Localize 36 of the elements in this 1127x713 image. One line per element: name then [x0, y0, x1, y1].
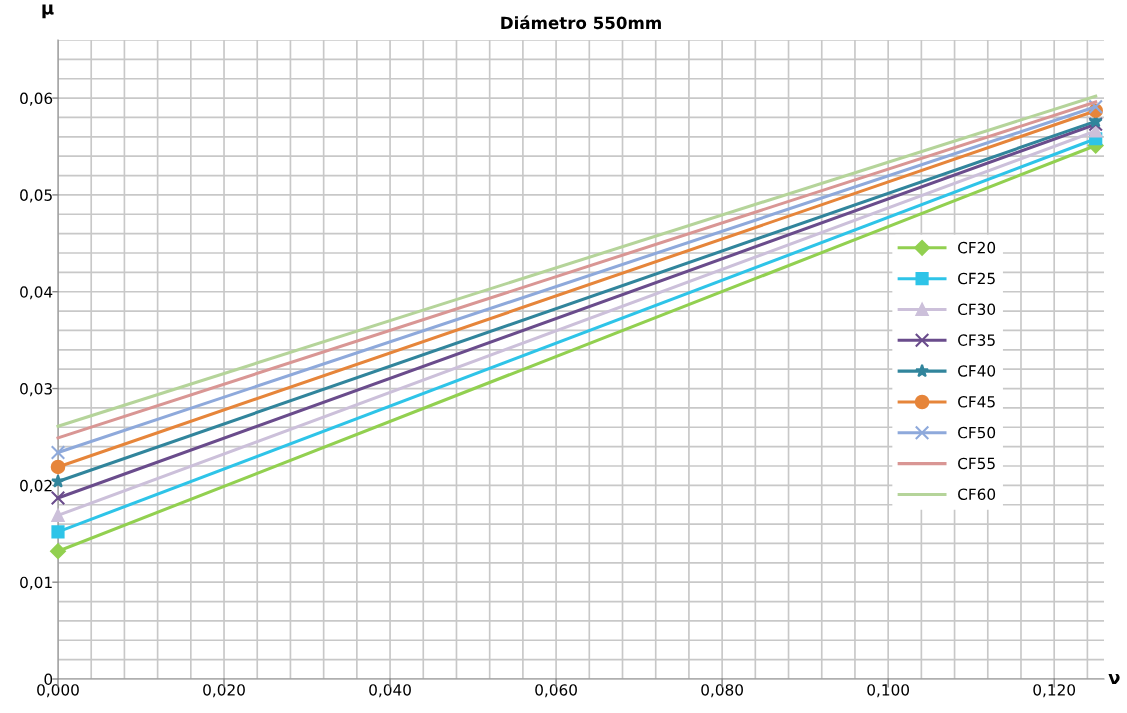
- point: [50, 459, 66, 475]
- legend-label: CF25: [958, 272, 995, 285]
- x-tick-label: 0,060: [535, 684, 577, 698]
- x-tick-label: 0,020: [203, 684, 245, 698]
- point: [51, 508, 65, 522]
- point: [1088, 116, 1103, 132]
- x-tick-label: 0,120: [1033, 684, 1076, 698]
- point: [1088, 99, 1103, 115]
- legend-label: CF20: [958, 241, 996, 254]
- legend-label: CF35: [958, 334, 995, 346]
- x-axis-title: ν: [1108, 674, 1120, 684]
- legend-label: CF55: [958, 457, 995, 470]
- y-tick-label: 0: [44, 673, 53, 686]
- chart-title: Diámetro 550mm: [501, 15, 661, 30]
- legend-label: CF60: [958, 488, 996, 501]
- point: [50, 490, 66, 506]
- x-tick-label: 0,080: [701, 684, 743, 698]
- legend-label: CF40: [958, 365, 996, 377]
- legend-label: CF30: [958, 303, 996, 316]
- y-tick-label: 0,05: [20, 189, 52, 203]
- point: [51, 525, 65, 539]
- y-tick-label: 0,02: [20, 479, 52, 493]
- y-tick-label: 0,04: [20, 286, 53, 300]
- y-tick-label: 0,01: [20, 576, 52, 590]
- x-tick-label: 0,000: [37, 684, 79, 698]
- legend-label: CF45: [958, 395, 995, 408]
- y-axis-title: μ: [42, 4, 54, 19]
- x-tick-label: 0,100: [867, 684, 910, 698]
- point: [50, 445, 66, 460]
- point: [1089, 124, 1103, 138]
- point: [51, 474, 65, 488]
- y-tick-label: 0,06: [20, 92, 53, 106]
- y-tick-label: 0,03: [20, 383, 52, 397]
- point: [50, 543, 66, 560]
- legend-label: CF50: [958, 426, 996, 439]
- x-tick-label: 0,040: [369, 684, 411, 698]
